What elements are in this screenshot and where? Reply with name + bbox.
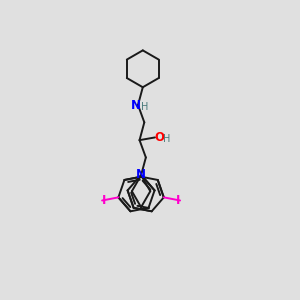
Text: I: I [176,194,180,207]
Text: N: N [136,168,146,181]
Text: O: O [154,131,164,144]
Text: H: H [141,101,148,112]
Text: N: N [130,98,141,112]
Text: I: I [102,194,106,207]
Text: H: H [163,134,170,144]
